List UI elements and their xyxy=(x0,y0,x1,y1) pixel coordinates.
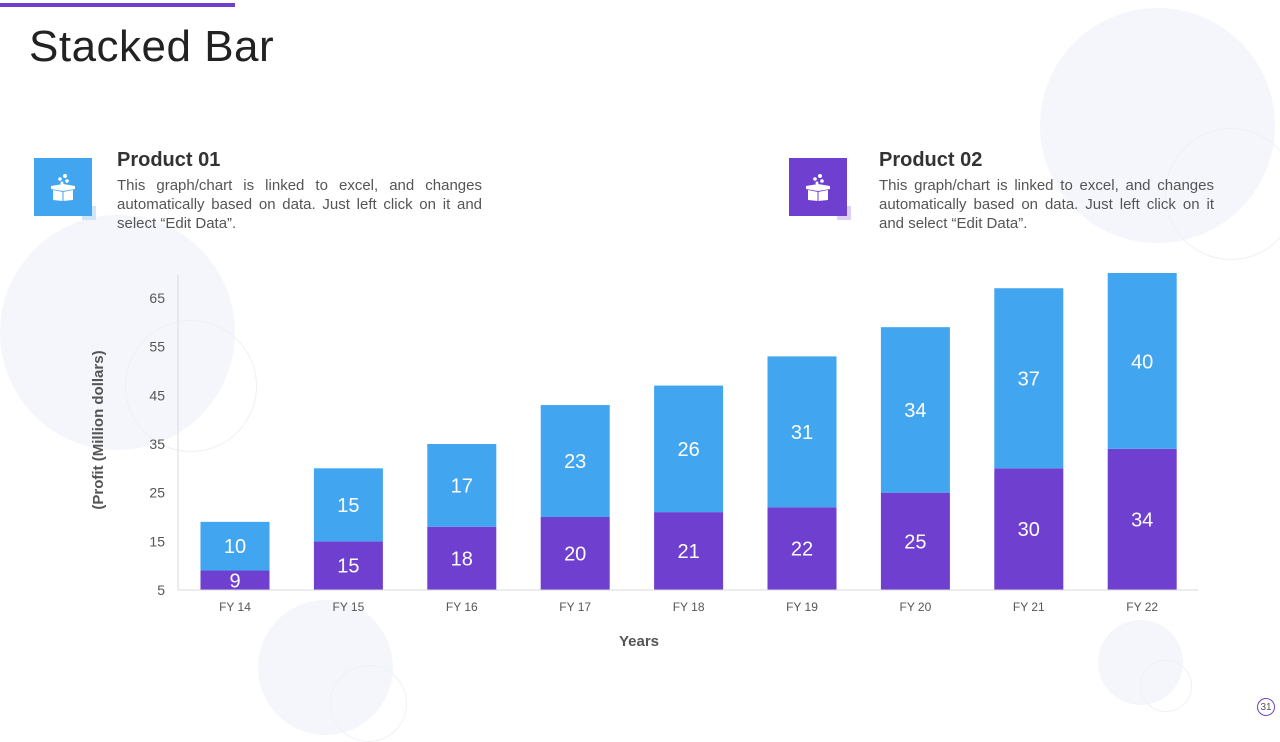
product-02-icon-box xyxy=(789,158,847,216)
accent-bar xyxy=(0,3,235,7)
bar-segment-series-2 xyxy=(767,356,837,508)
x-tick-label: FY 15 xyxy=(332,600,364,614)
y-tick-label: 5 xyxy=(157,582,165,598)
product-01-title: Product 01 xyxy=(117,149,221,171)
x-tick-label: FY 20 xyxy=(899,600,931,614)
data-label: 15 xyxy=(337,495,359,517)
bar-segment-series-1 xyxy=(767,507,837,590)
data-label: 9 xyxy=(229,570,240,592)
data-label: 34 xyxy=(904,400,926,422)
y-tick-label: 25 xyxy=(149,485,165,501)
product-01-icon-box xyxy=(34,158,92,216)
x-tick-label: FY 22 xyxy=(1126,600,1158,614)
data-label: 20 xyxy=(564,543,586,565)
y-tick-label: 45 xyxy=(149,387,165,403)
decor-ring xyxy=(1140,660,1192,712)
bar-segment-series-2 xyxy=(427,443,497,527)
bar-segment-series-2 xyxy=(540,405,610,517)
bar-segment-series-1 xyxy=(994,468,1064,590)
gift-box-icon xyxy=(806,174,830,201)
product-02-text: This graph/chart is linked to excel, and… xyxy=(879,177,1214,232)
x-axis-title: Years xyxy=(619,633,659,650)
data-label: 18 xyxy=(451,548,473,570)
bar-segment-series-1 xyxy=(654,512,724,590)
y-tick-label: 55 xyxy=(149,339,165,355)
bar-segment-series-2 xyxy=(880,327,950,493)
bar-segment-series-1 xyxy=(540,516,610,590)
x-tick-label: FY 21 xyxy=(1013,600,1045,614)
data-label: 31 xyxy=(791,422,813,444)
data-label: 34 xyxy=(1131,509,1153,531)
y-tick-label: 15 xyxy=(149,533,165,549)
bar-segment-series-1 xyxy=(1107,448,1177,590)
bar-segment-series-1 xyxy=(313,541,383,590)
x-tick-label: FY 14 xyxy=(219,600,251,614)
data-label: 30 xyxy=(1018,519,1040,541)
decor-ring xyxy=(1165,128,1280,260)
bar-segment-series-2 xyxy=(654,385,724,513)
product-01-text: This graph/chart is linked to excel, and… xyxy=(117,177,482,232)
data-label: 25 xyxy=(904,531,926,553)
bar-segment-series-2 xyxy=(313,468,383,542)
bar-segment-series-2 xyxy=(200,521,270,571)
data-label: 23 xyxy=(564,451,586,473)
bar-segment-series-1 xyxy=(427,526,497,590)
bar-segment-series-1 xyxy=(880,492,950,590)
page-number: 31 xyxy=(1257,698,1275,716)
data-label: 10 xyxy=(224,536,246,558)
product-02-title: Product 02 xyxy=(879,149,983,171)
data-label: 22 xyxy=(791,539,813,561)
y-axis-title: (Profit (Million dollars) xyxy=(90,350,107,509)
data-label: 15 xyxy=(337,556,359,578)
x-tick-label: FY 17 xyxy=(559,600,591,614)
gift-box-icon xyxy=(51,174,75,201)
bar-segment-series-1 xyxy=(200,570,270,590)
data-label: 37 xyxy=(1018,368,1040,390)
data-label: 17 xyxy=(451,475,473,497)
bar-segment-series-2 xyxy=(1107,273,1177,449)
x-tick-label: FY 18 xyxy=(673,600,705,614)
x-tick-label: FY 16 xyxy=(446,600,478,614)
data-label: 26 xyxy=(677,439,699,461)
y-tick-label: 35 xyxy=(149,436,165,452)
stacked-bar-chart: 5 15 25 35 45 55 65 FY 14 9 10 FY 15 15 15 FY 16 18 17 F… xyxy=(90,273,1198,650)
decor-ring xyxy=(125,320,257,452)
data-label: 40 xyxy=(1131,351,1153,373)
x-tick-label: FY 19 xyxy=(786,600,818,614)
page-title: Stacked Bar xyxy=(29,22,275,71)
y-tick-label: 65 xyxy=(149,290,165,306)
data-label: 21 xyxy=(677,541,699,563)
bar-segment-series-2 xyxy=(994,288,1064,469)
